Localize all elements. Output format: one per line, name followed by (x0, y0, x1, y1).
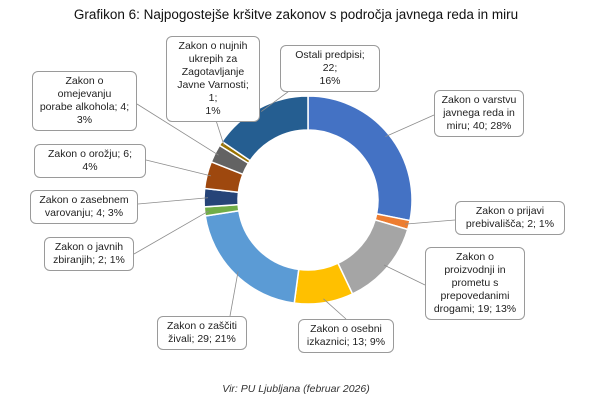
callout-line: proizvodnji in (444, 264, 506, 276)
leader-alkohol (136, 103, 219, 156)
slice-droge (336, 218, 409, 295)
callout-line: Zakon o osebni (310, 323, 382, 335)
callout-ostali: Ostali predpisi; 22; 16% (280, 45, 380, 92)
callout-line: Zagotavljanje (181, 66, 245, 78)
callout-line: drogami; 19; 13% (433, 303, 517, 315)
callout-zbiranje: Zakon o javnih zbiranjih; 2; 1% (44, 237, 134, 271)
callout-line: Zakon o prijavi (475, 205, 545, 217)
callout-line: Javne Varnosti; 1; (177, 79, 249, 104)
callout-line: zbiranjih; 2; 1% (53, 254, 125, 266)
callout-izkaznica: Zakon o osebni izkaznici; 13; 9% (298, 319, 394, 353)
callout-line: 4% (82, 161, 98, 173)
leader-orozje (145, 159, 212, 177)
callout-line: Zakon o nujnih (178, 40, 248, 52)
callout-line: 1% (205, 105, 221, 117)
leader-zbiranje (133, 210, 209, 255)
leader-varovanje (137, 197, 209, 205)
callout-line: prebivališča; 2; 1% (465, 218, 555, 230)
chart-title: Grafikon 6: Najpogostejše kršitve zakono… (73, 7, 519, 22)
callout-line: 16% (319, 75, 341, 87)
callout-droge: Zakon o proizvodnji in prometu s prepovedan… (425, 247, 525, 320)
leader-prijava (405, 219, 456, 225)
callout-line: javnega reda in (443, 107, 515, 119)
leader-izkaznica (323, 298, 347, 320)
donut-slices (203, 95, 413, 305)
callout-line: Zakon o (65, 75, 104, 87)
callout-orozje: Zakon o orožju; 6; 4% (34, 144, 146, 178)
callout-line: varovanju; 4; 3% (44, 207, 124, 219)
callout-line: 3% (76, 114, 93, 126)
callout-line: prepovedanimi (440, 290, 510, 302)
callout-nujni: Zakon o nujnih ukrepih za Zagotavljanje Jav… (166, 36, 260, 122)
callout-prijava: Zakon o prijavi prebivališča; 2; 1% (455, 201, 565, 235)
callout-line: miru; 40; 28% (446, 120, 512, 132)
callout-line: Zakon o zaščiti (166, 320, 238, 332)
slice-zivali (204, 209, 300, 304)
callout-line: živali; 29; 21% (168, 333, 236, 345)
callout-line: porabe alkohola; 4; (39, 101, 130, 113)
chart-source: Vir: PU Ljubljana (februar 2026) (222, 383, 370, 395)
leader-lines (133, 82, 456, 320)
callout-zivali: Zakon o zaščiti živali; 29; 21% (157, 316, 247, 350)
slice-jrm (307, 95, 413, 222)
callout-line: izkaznici; 13; 9% (306, 336, 386, 348)
callout-line: omejevanju (57, 88, 112, 100)
callout-line: Zakon o (456, 251, 494, 263)
callout-line: prometu s (451, 277, 499, 289)
callout-varovanje: Zakon o zasebnem varovanju; 4; 3% (30, 190, 138, 224)
callout-line: Zakon o javnih (54, 241, 124, 253)
callout-line: ukrepih za (188, 53, 238, 65)
leader-zivali (229, 271, 239, 317)
callout-line: Zakon o zasebnem (39, 194, 129, 206)
leader-jrm (385, 114, 435, 138)
callout-line: Ostali predpisi; 22; (295, 49, 365, 74)
callout-alkohol: Zakon o omejevanju porabe alkohola; 4; 3% (32, 71, 137, 131)
callout-line: Zakon o varstvu (441, 94, 517, 106)
leader-droge (383, 264, 426, 286)
callout-line: Zakon o orožju; 6; (47, 148, 133, 160)
callout-jrm: Zakon o varstvu javnega reda in miru; 40; … (434, 90, 524, 137)
